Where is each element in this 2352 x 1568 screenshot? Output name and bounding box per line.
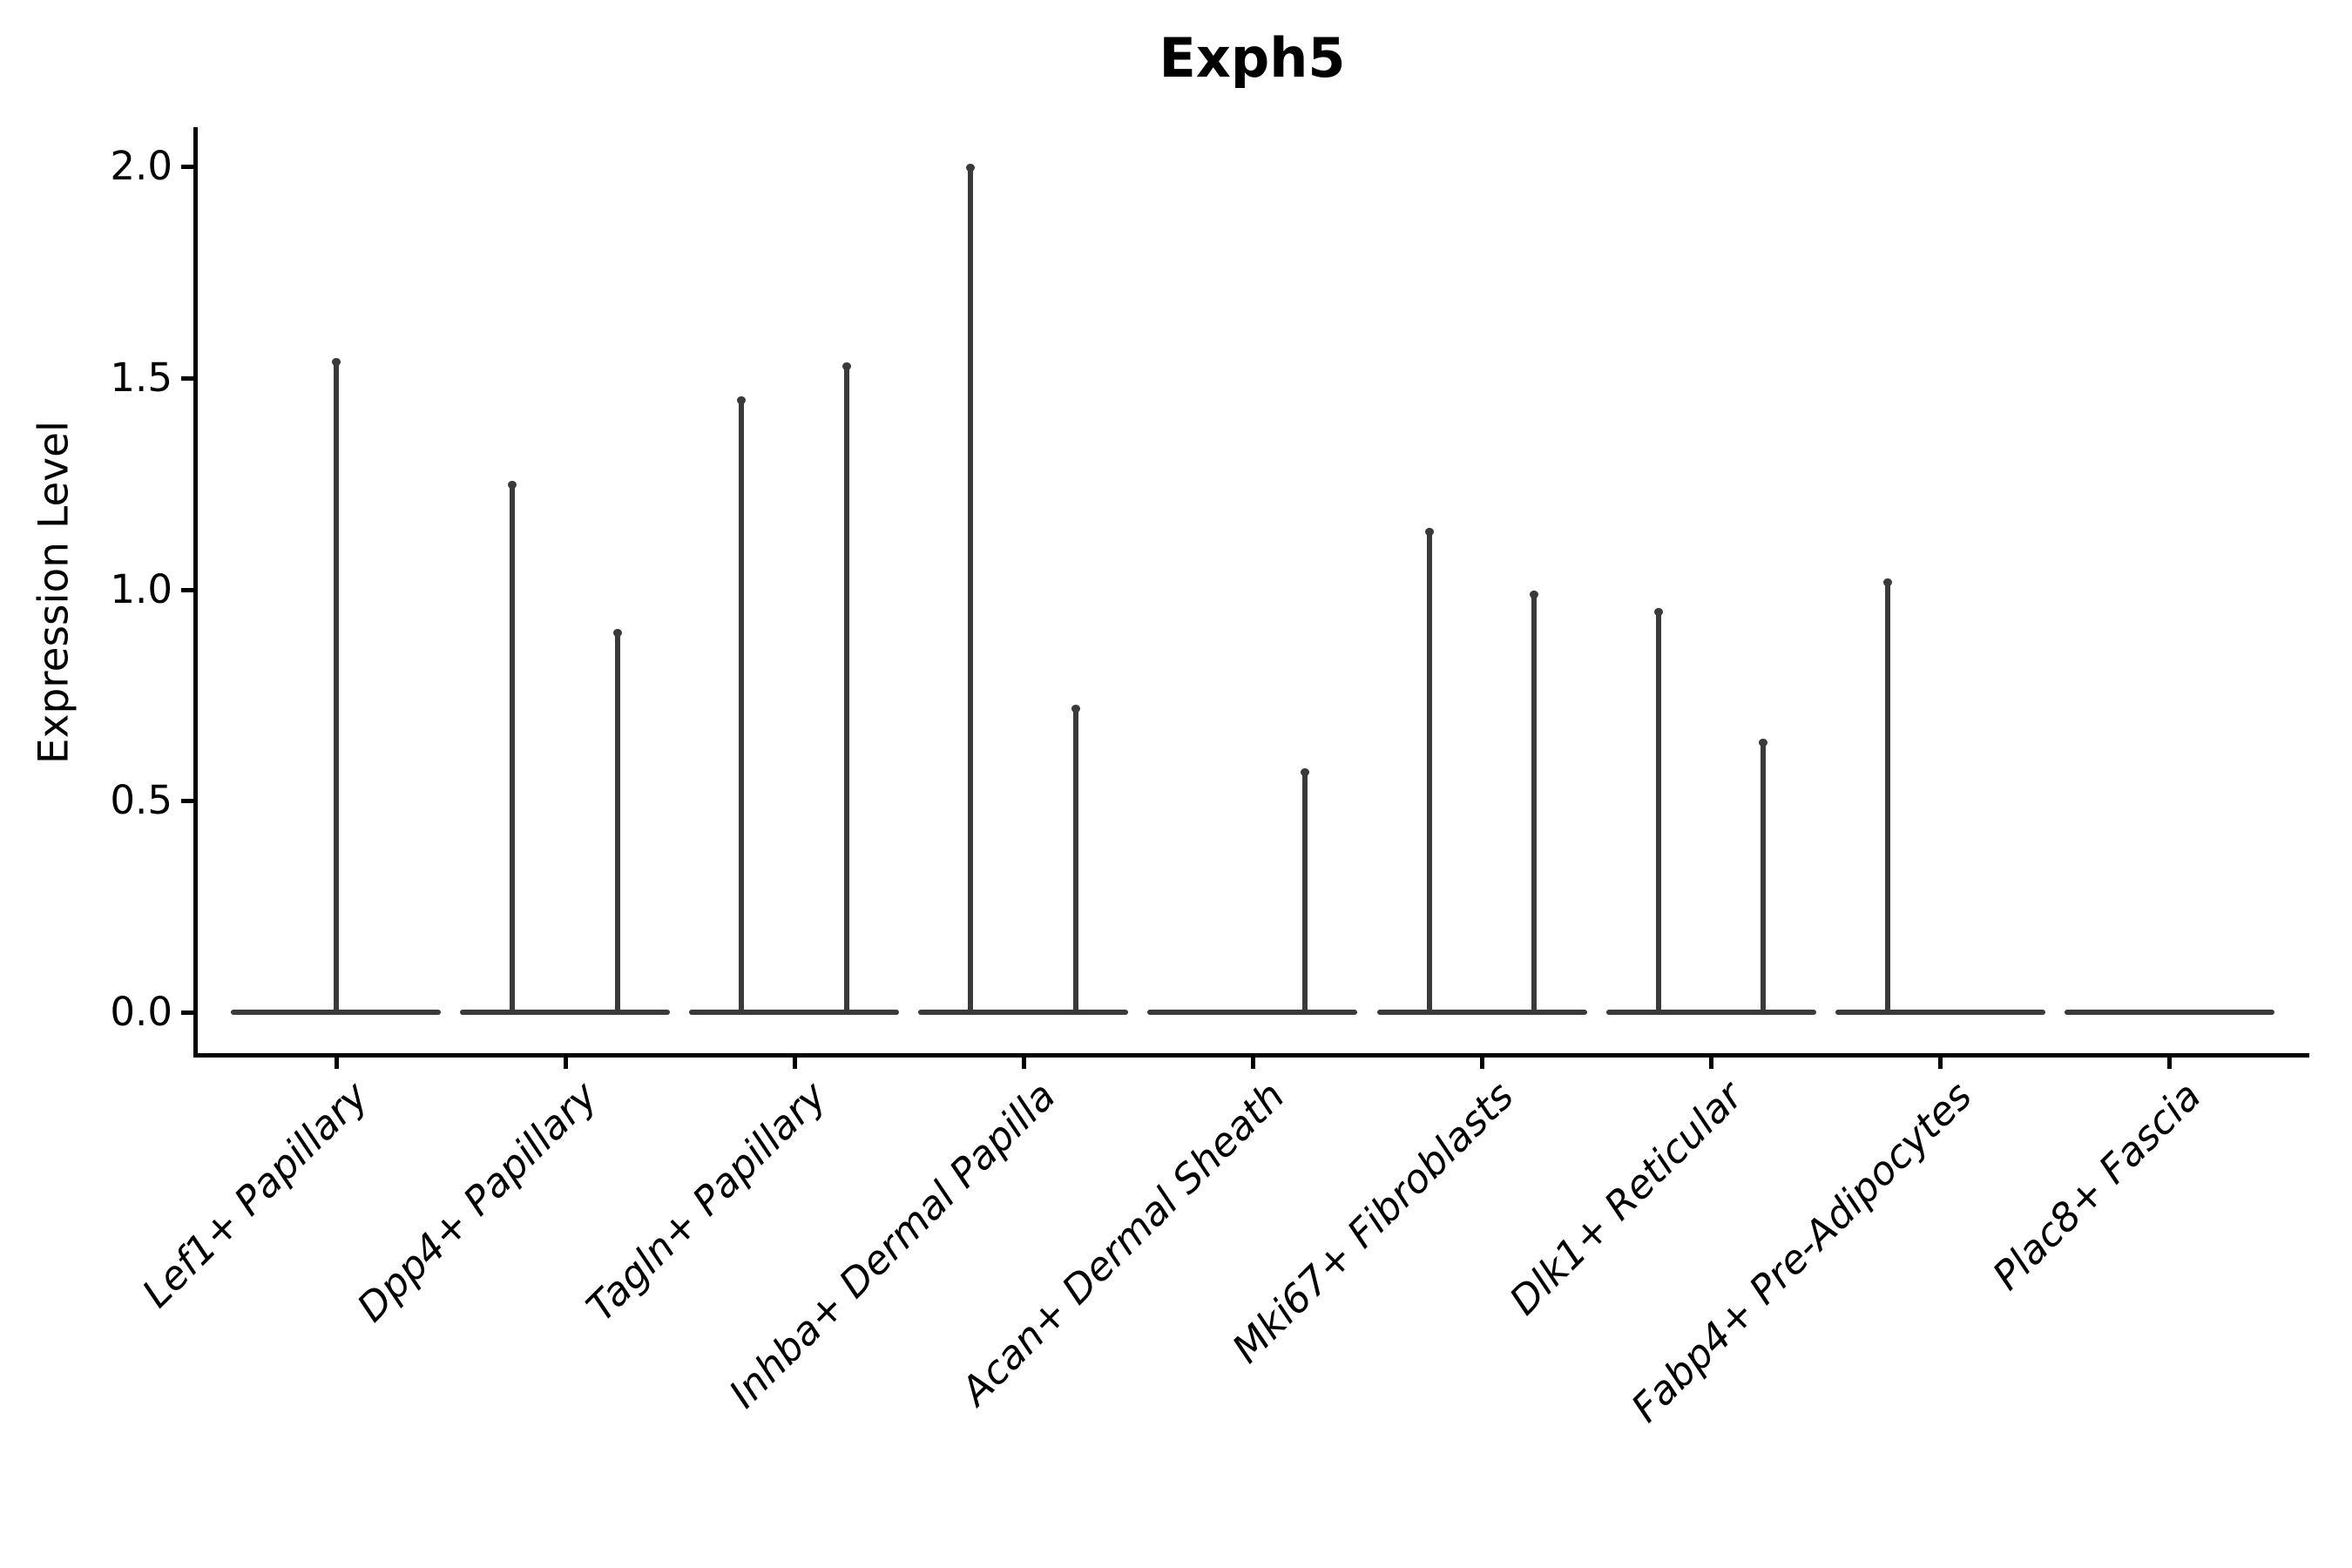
violin-spike-cap (331, 358, 341, 367)
violin-spike-cap (841, 362, 851, 371)
violin-spike-cap (1882, 578, 1892, 586)
violin-spike-cap (1759, 739, 1768, 747)
y-tick-mark (181, 587, 196, 592)
violin-spike-cap (1071, 705, 1080, 713)
violin-spike-cap (966, 164, 976, 172)
x-tick-mark (1480, 1056, 1484, 1069)
violin-spike-cap (737, 396, 747, 405)
x-tick-label: Acan+ Dermal Sheath (951, 1072, 1294, 1415)
x-tick-label: Fabp4+ Pre-Adipocytes (1622, 1072, 1981, 1431)
x-tick-mark (1021, 1056, 1026, 1069)
violin-spike-cap (508, 481, 517, 490)
x-tick-label: Inhba+ Dermal Papilla (720, 1072, 1064, 1417)
x-tick-mark (334, 1056, 339, 1069)
x-tick-mark (2167, 1056, 2173, 1069)
x-tick-label: Dlk1+ Reticular (1500, 1072, 1752, 1324)
violin-baseline (1605, 1010, 1816, 1015)
x-tick-mark (563, 1056, 568, 1069)
violin-spike (1761, 741, 1767, 1015)
violin-spike (1884, 580, 1890, 1015)
x-tick-label: Plac8+ Fascia (1984, 1072, 2211, 1300)
violin-spike (1655, 610, 1661, 1015)
violin-spike-cap (1424, 527, 1434, 536)
violin-spike (1072, 707, 1078, 1015)
violin-baseline (1376, 1010, 1587, 1015)
x-tick-mark (1250, 1056, 1255, 1069)
violin-baseline (460, 1010, 671, 1015)
violin-spike (968, 166, 974, 1015)
violin-baseline (1147, 1010, 1358, 1015)
x-tick-mark (1938, 1056, 1943, 1069)
violin-spike-cap (1530, 591, 1538, 599)
y-tick-label: 1.0 (110, 565, 172, 612)
violin-spike (843, 365, 849, 1015)
violin-spike (1301, 771, 1308, 1015)
y-axis-spine (193, 127, 198, 1058)
violin-spike (510, 483, 516, 1015)
violin-spike-cap (1300, 768, 1309, 777)
y-tick-label: 1.5 (110, 354, 172, 401)
y-tick-mark (181, 1010, 196, 1015)
y-tick-label: 0.5 (110, 777, 172, 824)
violin-spike-cap (1653, 607, 1663, 616)
violin-spike (1531, 593, 1537, 1015)
chart-title: Exph5 (1159, 26, 1346, 90)
y-tick-mark (181, 799, 196, 804)
x-tick-label: Dpp4+ Papillary (348, 1072, 606, 1331)
y-tick-label: 0.0 (110, 989, 172, 1035)
x-tick-label: Tagln+ Papillary (577, 1072, 835, 1331)
violin-baseline (1835, 1010, 2045, 1015)
violin-spike (739, 399, 745, 1015)
violin-spike (1426, 530, 1432, 1015)
y-tick-mark (181, 165, 196, 169)
violin-spike (614, 632, 620, 1015)
violin-spike-cap (612, 629, 622, 638)
x-axis-spine (193, 1053, 2309, 1058)
x-tick-label: Lef1+ Papillary (132, 1072, 377, 1317)
violin-baseline (689, 1010, 900, 1015)
x-tick-mark (1709, 1056, 1714, 1069)
violin-baseline (2064, 1010, 2274, 1015)
x-tick-mark (792, 1056, 797, 1069)
y-tick-mark (181, 375, 196, 381)
violin-baseline (918, 1010, 1129, 1015)
y-tick-label: 2.0 (110, 143, 172, 189)
x-tick-label: Mki67+ Fibroblasts (1223, 1072, 1523, 1372)
violin-spike (333, 361, 339, 1015)
